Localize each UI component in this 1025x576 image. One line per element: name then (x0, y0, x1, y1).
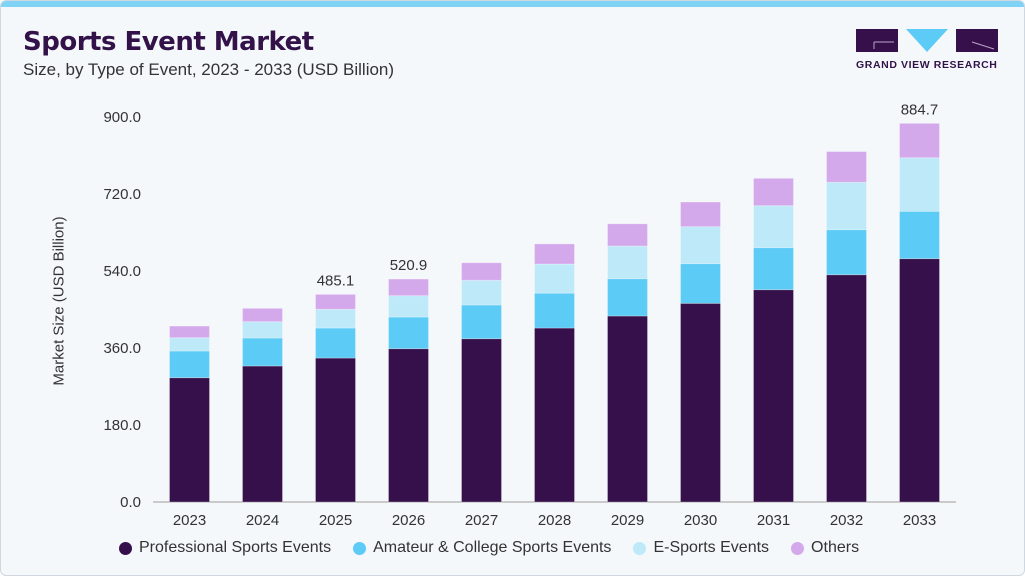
legend-marker-icon (353, 541, 367, 555)
x-tick-label: 2024 (246, 512, 279, 529)
data-label: 884.7 (901, 101, 939, 118)
bar-segment-professional-sports-events-2033 (899, 258, 940, 503)
legend-label: Amateur & College Sports Events (373, 539, 612, 556)
bar-segment-amateur-college-sports-events-2031 (753, 247, 794, 291)
bar-segment-others-2032 (826, 151, 867, 183)
x-tick-label: 2030 (684, 512, 717, 529)
bar-segment-professional-sports-events-2028 (534, 327, 575, 503)
bar-segment-e-sports-events-2033 (899, 157, 940, 212)
legend-label: Professional Sports Events (139, 539, 332, 556)
y-tick-label: 0.0 (120, 494, 141, 511)
legend-item: Amateur & College Sports Events (353, 539, 611, 557)
bar-segment-e-sports-events-2027 (461, 279, 502, 306)
x-tick-label: 2023 (173, 512, 206, 529)
grand-view-research-logo (856, 29, 998, 52)
bar-segment-e-sports-events-2028 (534, 263, 575, 294)
x-tick-label: 2033 (903, 512, 936, 529)
bar-segment-amateur-college-sports-events-2033 (899, 210, 940, 260)
bar-segment-professional-sports-events-2026 (388, 348, 429, 503)
bar-segment-amateur-college-sports-events-2028 (534, 292, 575, 329)
data-label: 520.9 (390, 257, 428, 274)
accent-bar (1, 1, 1024, 7)
x-tick-label: 2031 (757, 512, 790, 529)
bar-segment-professional-sports-events-2024 (242, 365, 283, 503)
bar-segment-amateur-college-sports-events-2030 (680, 263, 721, 304)
legend-marker-icon (119, 541, 132, 555)
x-tick-label: 2032 (830, 512, 863, 529)
x-tick-label: 2025 (319, 512, 352, 529)
x-tick-label: 2026 (392, 512, 425, 529)
x-tick-label: 2029 (611, 512, 644, 529)
bar-segment-professional-sports-events-2031 (753, 289, 794, 503)
bar-segment-professional-sports-events-2029 (607, 315, 648, 503)
bar-segment-others-2031 (753, 177, 794, 207)
legend-marker-icon (791, 541, 805, 555)
bar-segment-e-sports-events-2025 (315, 308, 356, 329)
bar-segment-amateur-college-sports-events-2024 (242, 337, 283, 367)
y-tick-label: 540.0 (103, 263, 141, 280)
y-axis-label: Market Size (USD Billion) (50, 216, 68, 386)
bar-segment-professional-sports-events-2027 (461, 338, 502, 503)
chart-subtitle: Size, by Type of Event, 2023 - 2033 (USD… (23, 60, 395, 79)
bar-segment-professional-sports-events-2032 (826, 274, 867, 503)
y-tick-label: 900.0 (103, 109, 141, 126)
bar-segment-others-2027 (461, 262, 502, 281)
bar-segment-others-2023 (169, 325, 210, 339)
bar-segment-e-sports-events-2026 (388, 295, 429, 318)
bar-segment-e-sports-events-2023 (169, 337, 210, 352)
bar-segment-professional-sports-events-2030 (680, 302, 721, 503)
x-tick-label: 2027 (465, 512, 498, 529)
data-label: 485.1 (317, 272, 355, 289)
bar-segment-others-2029 (607, 223, 648, 247)
legend-item: E-Sports Events (633, 539, 769, 557)
y-tick-label: 180.0 (103, 417, 141, 434)
bar-segment-amateur-college-sports-events-2023 (169, 350, 210, 379)
bar-segment-professional-sports-events-2023 (169, 377, 210, 503)
bar-segment-professional-sports-events-2025 (315, 357, 356, 503)
legend: Professional Sports Events Amateur & Coll… (119, 539, 859, 557)
y-tick-label: 720.0 (103, 186, 141, 203)
legend-marker-icon (633, 541, 647, 555)
legend-label: E-Sports Events (653, 539, 770, 556)
y-tick-label: 360.0 (103, 340, 141, 357)
bar-segment-amateur-college-sports-events-2026 (388, 316, 429, 350)
bar-segment-amateur-college-sports-events-2029 (607, 278, 648, 317)
bar-segment-amateur-college-sports-events-2027 (461, 304, 502, 340)
x-tick-label: 2028 (538, 512, 571, 529)
bar-segment-e-sports-events-2024 (242, 321, 283, 339)
legend-label: Others (811, 539, 860, 556)
bar-segment-others-2025 (315, 293, 356, 310)
bar-segment-others-2024 (242, 307, 283, 323)
bar-segment-e-sports-events-2032 (826, 181, 867, 231)
legend-item: Professional Sports Events (119, 539, 331, 557)
bar-segment-others-2033 (899, 122, 940, 159)
bar-segment-others-2028 (534, 243, 575, 265)
legend-item: Others (791, 539, 859, 557)
bar-segment-amateur-college-sports-events-2025 (315, 327, 356, 359)
logo-text: GRAND VIEW RESEARCH (856, 59, 998, 71)
chart-title: Sports Event Market (23, 27, 314, 57)
bar-segment-others-2026 (388, 278, 429, 297)
bar-segment-others-2030 (680, 201, 721, 228)
bar-segment-e-sports-events-2030 (680, 226, 721, 265)
bar-segment-e-sports-events-2029 (607, 245, 648, 280)
bar-segment-amateur-college-sports-events-2032 (826, 229, 867, 276)
bar-segment-e-sports-events-2031 (753, 205, 794, 249)
